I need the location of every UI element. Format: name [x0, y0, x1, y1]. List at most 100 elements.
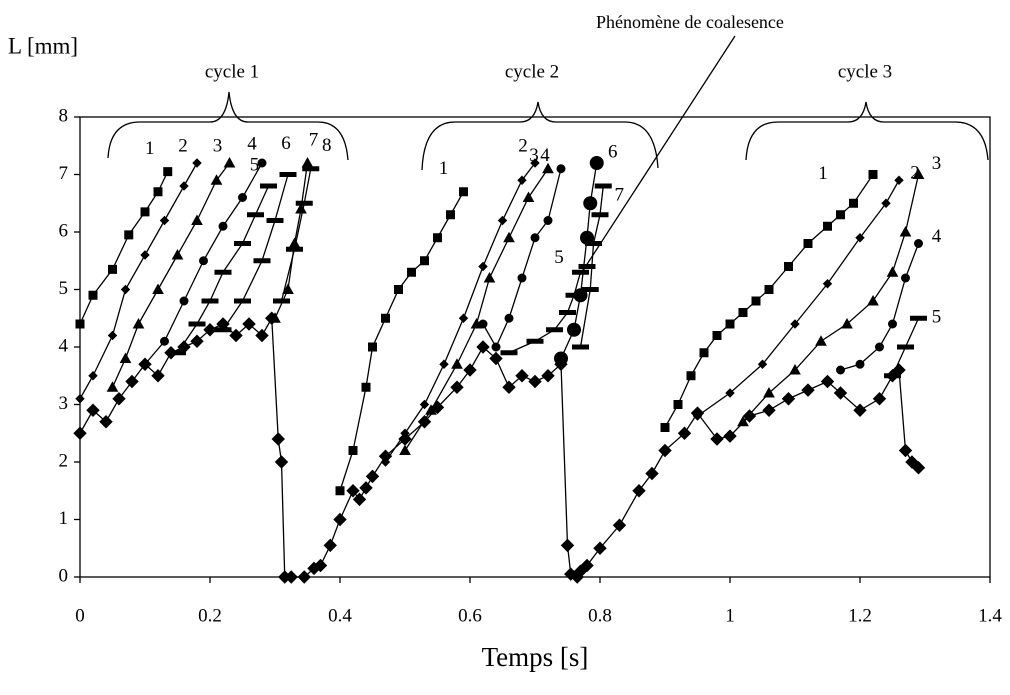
y-tick-label: 6 [59, 220, 69, 241]
marker [400, 428, 410, 438]
marker [381, 313, 390, 323]
marker [594, 183, 612, 189]
marker [151, 369, 165, 383]
marker [297, 570, 311, 584]
marker [789, 363, 801, 375]
marker [365, 469, 380, 484]
marker [214, 327, 232, 333]
marker [762, 403, 776, 417]
marker [757, 359, 768, 369]
x-tick-label: 1.4 [978, 605, 1002, 626]
marker [257, 158, 267, 168]
marker [502, 380, 516, 394]
marker [160, 336, 169, 346]
marker [478, 261, 488, 272]
marker [459, 187, 468, 197]
marker [163, 167, 173, 177]
x-tick-label: 0.4 [328, 605, 352, 626]
series-label: 7 [615, 184, 625, 205]
marker [572, 269, 589, 275]
marker [112, 392, 126, 406]
marker [107, 330, 118, 341]
y-tick-label: 3 [59, 393, 69, 414]
marker [253, 258, 271, 264]
marker [815, 335, 827, 346]
marker [764, 285, 774, 294]
marker [106, 381, 119, 392]
marker [271, 432, 285, 446]
series-label: 6 [608, 141, 618, 162]
series-line [404, 168, 549, 451]
marker [833, 386, 848, 400]
marker [284, 570, 298, 584]
series-label: 5 [554, 247, 564, 268]
cycle-label: cycle 2 [505, 61, 559, 82]
series-label: 6 [281, 133, 291, 154]
marker [333, 512, 347, 527]
marker [191, 214, 203, 225]
marker [234, 298, 251, 304]
marker [567, 322, 581, 337]
marker [803, 239, 813, 248]
marker [677, 426, 692, 440]
marker [108, 264, 117, 274]
marker [229, 328, 243, 343]
marker [478, 319, 488, 329]
x-tick-label: 0.6 [458, 605, 482, 626]
marker [710, 432, 724, 446]
series-line [280, 168, 312, 302]
marker [593, 541, 607, 555]
marker [179, 296, 189, 306]
marker [581, 287, 599, 292]
marker [855, 359, 865, 369]
marker [801, 383, 815, 397]
marker [554, 351, 568, 366]
marker [238, 193, 247, 202]
marker [660, 423, 670, 432]
marker [546, 327, 563, 333]
marker [242, 317, 256, 331]
marker [446, 210, 455, 220]
marker [266, 218, 284, 223]
series-label: 1 [145, 138, 155, 159]
marker [86, 403, 100, 417]
marker [73, 426, 87, 440]
marker [394, 285, 403, 294]
y-tick-label: 2 [59, 450, 69, 471]
series-label: 2 [518, 135, 528, 156]
annotation: Phénomène de coalesence [596, 12, 784, 32]
marker [686, 371, 696, 381]
marker [425, 404, 437, 415]
cycle-label: cycle 1 [205, 61, 259, 82]
marker [589, 156, 604, 170]
y-tick-label: 1 [59, 508, 69, 529]
marker [504, 313, 514, 323]
marker [530, 233, 540, 243]
series-label: 1 [439, 158, 449, 179]
marker [188, 321, 206, 327]
x-tick-label: 1.2 [848, 605, 872, 626]
marker [497, 215, 508, 226]
marker [542, 162, 554, 174]
marker [439, 359, 449, 369]
x-tick-label: 0.8 [588, 605, 612, 626]
marker [742, 409, 757, 423]
marker [234, 241, 251, 246]
marker [214, 269, 232, 275]
marker [526, 338, 544, 344]
marker [489, 351, 503, 366]
marker [517, 175, 527, 185]
marker [269, 312, 281, 323]
marker [737, 415, 749, 427]
marker [313, 558, 328, 573]
marker [580, 558, 594, 573]
marker [500, 350, 518, 356]
marker [124, 230, 134, 240]
marker [169, 350, 186, 356]
marker [88, 371, 98, 381]
marker [836, 210, 845, 220]
marker [159, 215, 170, 226]
marker [119, 352, 132, 363]
marker [274, 455, 289, 469]
